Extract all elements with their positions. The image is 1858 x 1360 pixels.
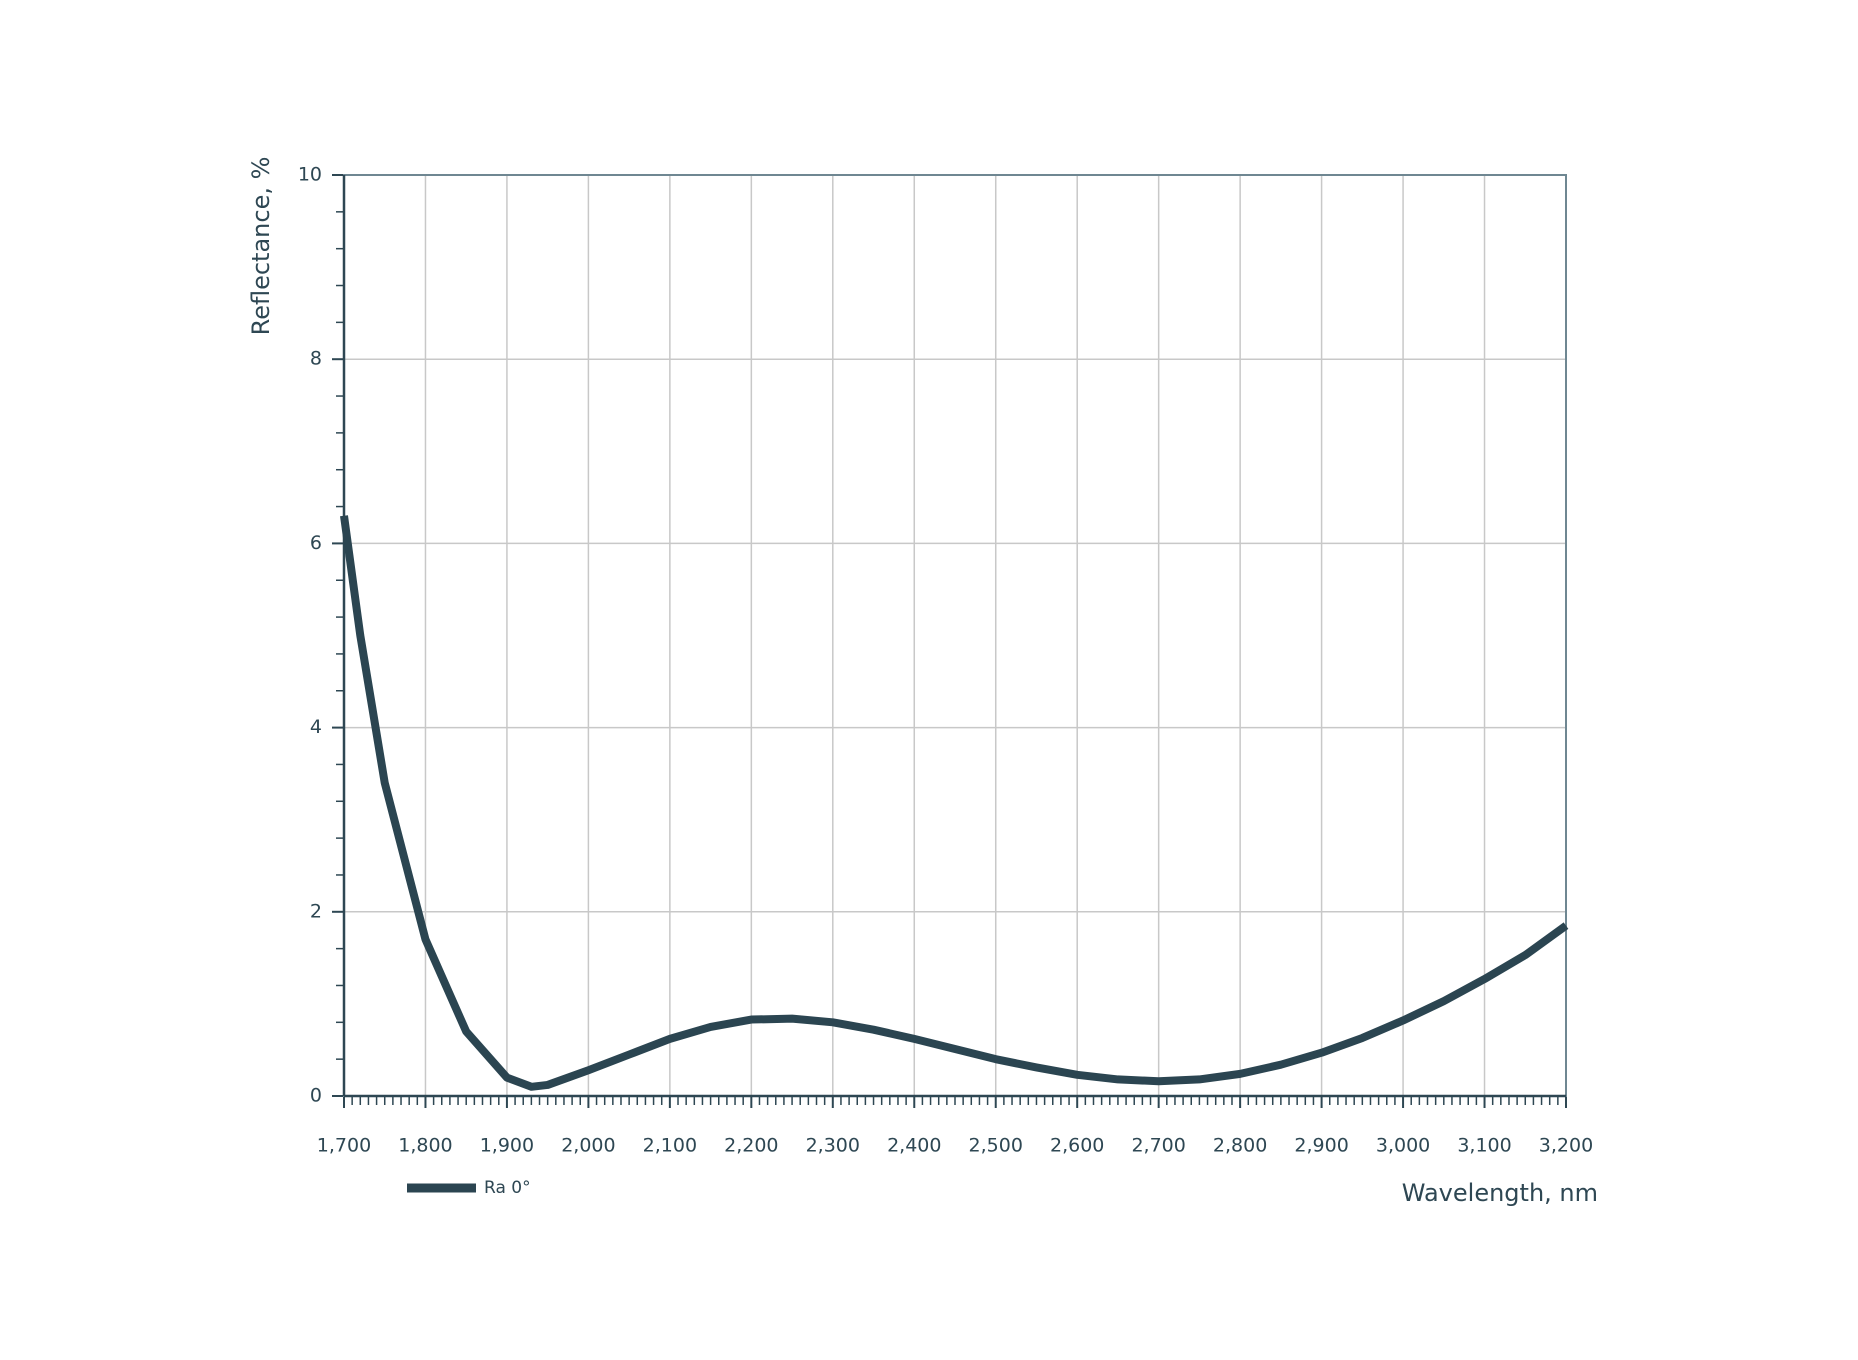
x-tick-label: 2,500	[969, 1135, 1023, 1157]
legend-label: Ra 0°	[484, 1178, 531, 1198]
y-tick-label: 10	[298, 164, 322, 186]
x-tick-label: 2,300	[806, 1135, 860, 1157]
x-tick-label: 2,200	[724, 1135, 778, 1157]
y-tick-label: 4	[310, 716, 322, 738]
y-tick-label: 6	[310, 532, 322, 554]
x-tick-label: 3,200	[1539, 1135, 1593, 1157]
x-tick-label: 3,000	[1376, 1135, 1430, 1157]
x-tick-label: 2,000	[561, 1135, 615, 1157]
y-tick-label: 2	[310, 900, 322, 922]
x-tick-label: 1,700	[317, 1135, 371, 1157]
x-tick-label: 2,800	[1213, 1135, 1267, 1157]
x-tick-label: 2,100	[643, 1135, 697, 1157]
x-tick-label: 2,600	[1050, 1135, 1104, 1157]
x-tick-label: 2,700	[1131, 1135, 1185, 1157]
x-tick-label: 2,400	[887, 1135, 941, 1157]
y-tick-label: 0	[310, 1085, 322, 1107]
y-tick-label: 8	[310, 348, 322, 370]
y-axis-label: Reflectance, %	[247, 157, 275, 336]
x-tick-label: 3,100	[1457, 1135, 1511, 1157]
data-line	[340, 515, 1569, 1091]
x-tick-label: 1,900	[480, 1135, 534, 1157]
x-tick-label: 1,800	[398, 1135, 452, 1157]
x-axis-label: Wavelength, nm	[1402, 1179, 1598, 1207]
x-tick-label: 2,900	[1294, 1135, 1348, 1157]
